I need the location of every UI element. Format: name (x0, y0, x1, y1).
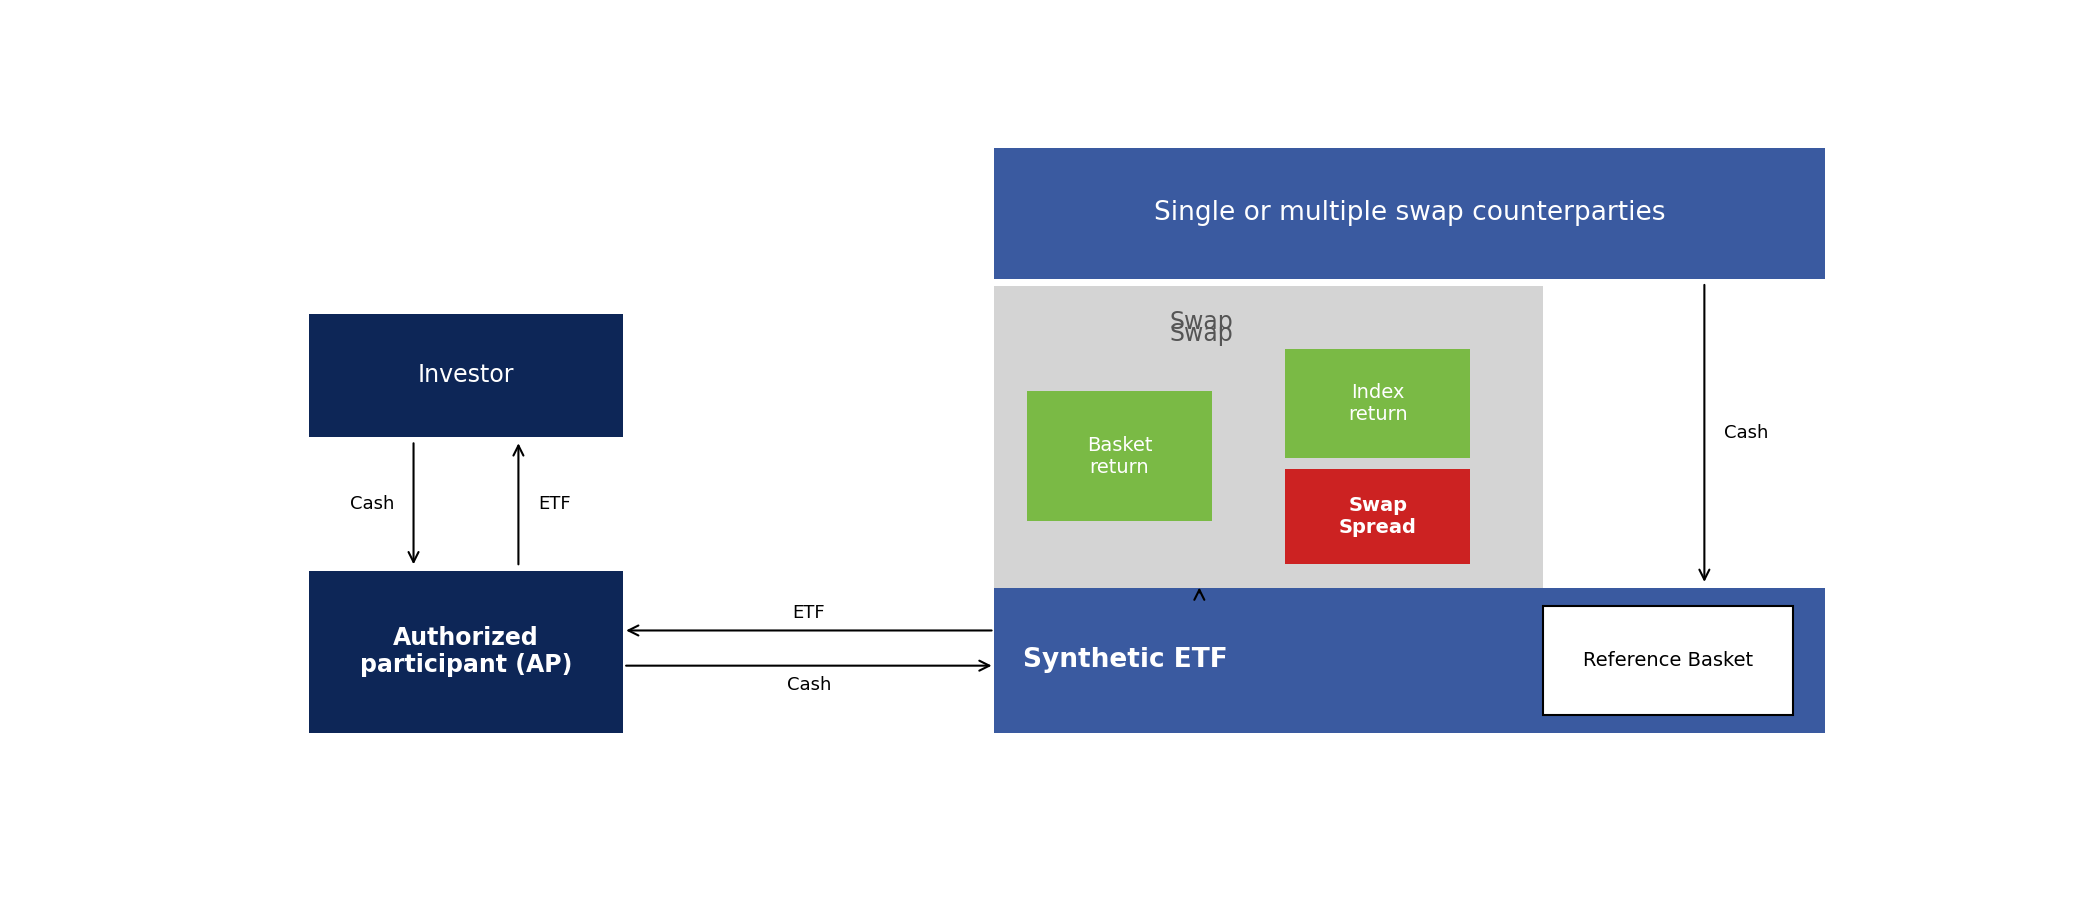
Bar (1285, 349, 1470, 458)
Text: Single or multiple swap counterparties: Single or multiple swap counterparties (1153, 200, 1666, 227)
Text: Index
return: Index return (1347, 383, 1407, 424)
Bar (995, 285, 1543, 591)
Text: Authorized
participant (AP): Authorized participant (AP) (360, 626, 573, 677)
Text: Investor: Investor (418, 364, 514, 388)
Bar (1026, 391, 1212, 521)
Text: Swap
Spread: Swap Spread (1339, 495, 1416, 537)
Bar (1543, 606, 1793, 715)
Text: Cash: Cash (787, 676, 831, 695)
Text: Basket
return: Basket return (1087, 436, 1151, 477)
Text: Reference Basket: Reference Basket (1582, 651, 1753, 670)
Text: ETF: ETF (537, 494, 570, 513)
Text: Cash: Cash (350, 494, 393, 513)
Text: Synthetic ETF: Synthetic ETF (1024, 647, 1228, 674)
Bar (1285, 469, 1470, 564)
Text: Cash: Cash (1724, 424, 1768, 442)
Text: ETF: ETF (793, 604, 824, 622)
Text: Swap: Swap (1170, 323, 1235, 346)
Text: Swap: Swap (1170, 311, 1235, 335)
Bar (995, 148, 1826, 279)
Bar (308, 570, 623, 732)
Bar (308, 314, 623, 437)
Bar (995, 589, 1826, 732)
